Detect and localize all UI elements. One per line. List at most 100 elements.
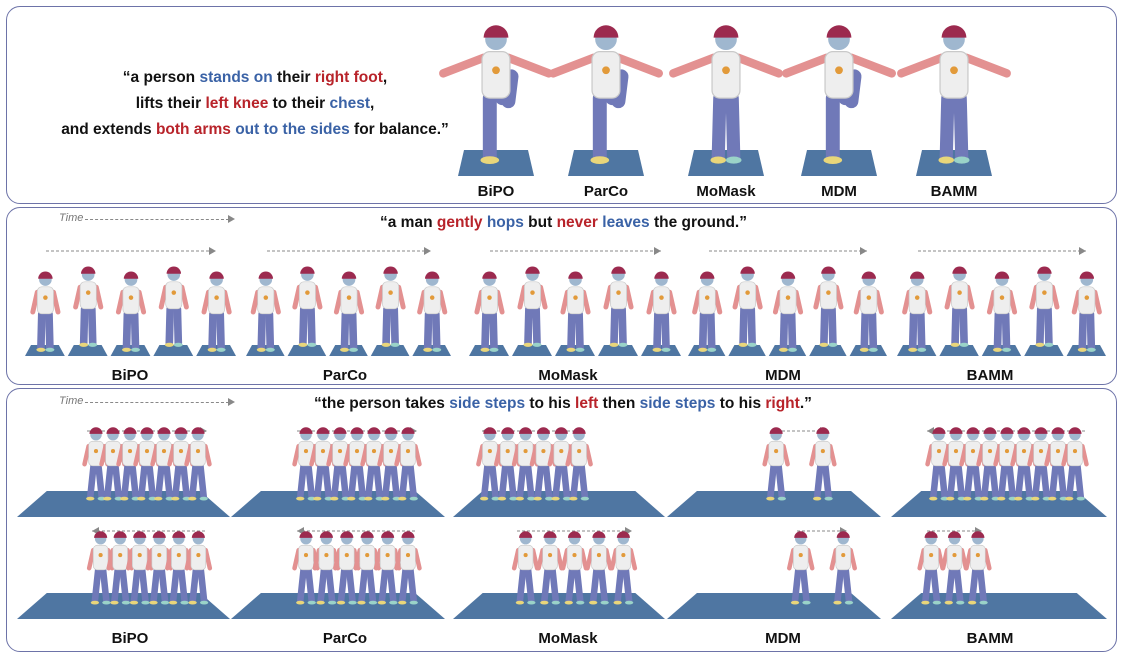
character-figure	[133, 427, 161, 501]
prompt-text: “a man gently hops but never leaves the …	[380, 214, 747, 232]
character-figure	[940, 531, 969, 605]
character-figure	[669, 25, 783, 164]
floor-tile	[1024, 345, 1064, 356]
method-label-mdm: MDM	[821, 183, 857, 200]
character-figure	[353, 531, 381, 605]
character-figure	[560, 271, 591, 352]
panel-standing-balance: “a person stands on their right foot, lif…	[6, 6, 1117, 204]
character-figure	[474, 271, 505, 352]
character-figure	[529, 427, 558, 501]
character-figure	[692, 271, 723, 352]
time-label: Time	[59, 395, 84, 407]
character-figure	[394, 427, 422, 501]
character-figure	[511, 531, 540, 605]
prompt-segment: “a person	[122, 69, 200, 86]
character-figure	[250, 271, 281, 352]
character-figure	[964, 531, 992, 605]
motion-arrow-head	[209, 247, 216, 255]
floor-tile	[939, 345, 979, 356]
prompt-segment: “the person takes	[314, 395, 450, 412]
character-figure	[292, 427, 320, 501]
prompt-segment: left knee	[205, 95, 269, 112]
character-figure	[99, 427, 127, 501]
floor-plane	[667, 491, 881, 517]
character-figure	[73, 266, 104, 347]
prompt-segment: left	[575, 395, 599, 412]
character-figure	[167, 427, 195, 501]
character-figure	[976, 427, 1004, 501]
prompt-segment: gently	[436, 214, 483, 231]
prompt-segment: stands on	[199, 69, 273, 86]
floor-tile	[809, 345, 847, 356]
prompt-segment: the ground.”	[649, 214, 747, 231]
floor-plane	[231, 491, 445, 517]
prompt-segment: their	[272, 69, 315, 86]
character-figure	[201, 271, 232, 352]
character-figure	[959, 427, 987, 501]
floor-plane	[453, 593, 665, 619]
method-label-bamm: BAMM	[966, 630, 1014, 647]
method-label-mdm: MDM	[765, 367, 801, 384]
floor-plane	[453, 491, 665, 517]
prompt-segment: side steps	[639, 395, 716, 412]
method-label-parco: ParCo	[583, 183, 629, 200]
prompt-segment: to his	[715, 395, 766, 412]
character-figure	[536, 531, 564, 605]
character-figure	[809, 427, 837, 501]
character-figure	[547, 427, 576, 501]
character-figure	[942, 427, 970, 501]
character-figure	[1027, 427, 1055, 501]
character-figure	[993, 427, 1021, 501]
character-figure	[394, 531, 422, 605]
prompt-line: and extends both arms out to the sides f…	[55, 117, 455, 143]
floor-plane	[667, 593, 881, 619]
motion-arrow-head	[424, 247, 431, 255]
character-figure	[917, 531, 945, 605]
character-figure	[165, 531, 193, 605]
panel-gentle-hops: Time “a man gently hops but never leaves…	[6, 207, 1117, 385]
floor-tile	[512, 345, 552, 356]
method-label-momask: MoMask	[696, 183, 756, 200]
prompt-segment: to his	[525, 395, 576, 412]
prompt-segment: hops	[486, 214, 524, 231]
character-figure	[787, 531, 815, 605]
character-figure	[813, 266, 844, 347]
floor-tile	[287, 345, 327, 356]
character-figure	[772, 271, 804, 352]
character-figure	[309, 427, 337, 501]
figure-strip	[25, 247, 1106, 356]
character-figure	[853, 271, 884, 352]
method-label-momask: MoMask	[538, 630, 598, 647]
prompt-segment: right	[765, 395, 800, 412]
method-label-bipo: BiPO	[111, 367, 149, 384]
prompt-segment: then	[598, 395, 640, 412]
prompt-segment: leaves	[602, 214, 650, 231]
floor-plane	[891, 593, 1107, 619]
character-figure	[30, 271, 61, 352]
character-figure	[184, 531, 213, 605]
prompt-segment: lifts their	[135, 95, 206, 112]
method-label-parco: ParCo	[322, 630, 368, 647]
character-figure	[609, 531, 638, 605]
prompt-segment: out to the sides	[235, 121, 350, 138]
character-figure	[82, 427, 110, 501]
character-figure	[375, 266, 406, 347]
prompt-segment: but	[523, 214, 557, 231]
motion-arrow-head	[1079, 247, 1086, 255]
character-figure	[150, 427, 178, 501]
prompt-segment: both arms	[155, 121, 231, 138]
prompt-segment: ,	[369, 95, 375, 112]
floor-tile	[801, 150, 877, 176]
prompt-segment: ,	[382, 69, 388, 86]
prompt-segment: and extends	[61, 121, 156, 138]
character-figure	[360, 427, 388, 501]
character-figure	[986, 271, 1018, 352]
character-figure	[1029, 266, 1060, 347]
character-figure	[417, 271, 448, 352]
method-label-bamm: BAMM	[930, 183, 978, 200]
floor-tile	[458, 150, 534, 176]
method-label-bipo: BiPO	[111, 630, 149, 647]
character-figure	[897, 25, 1011, 164]
prompt-segment: .”	[799, 395, 812, 412]
character-figure	[439, 25, 553, 164]
